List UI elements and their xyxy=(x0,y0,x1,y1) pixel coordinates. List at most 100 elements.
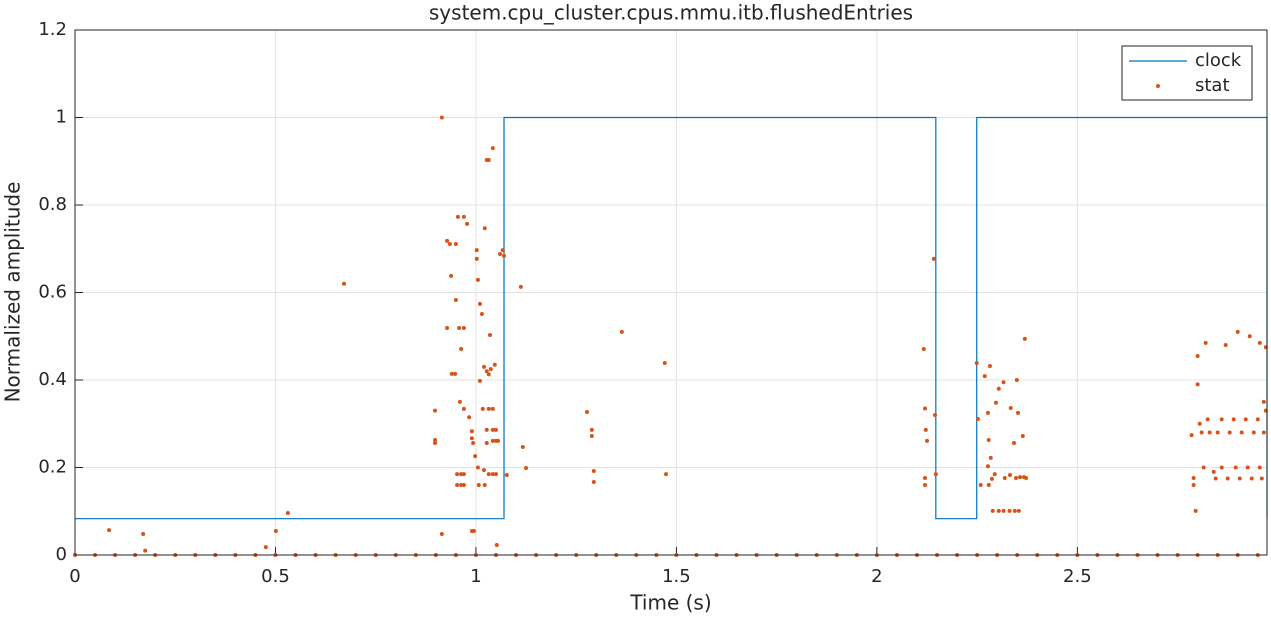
stat-point xyxy=(1257,340,1262,345)
stat-point xyxy=(465,221,470,226)
stat-point xyxy=(989,476,994,481)
stat-point xyxy=(469,436,474,441)
stat-point xyxy=(433,437,438,442)
stat-point xyxy=(1012,508,1017,513)
stat-point xyxy=(1233,465,1238,470)
stat-point xyxy=(923,427,928,432)
stat-point xyxy=(459,483,464,487)
stat-point xyxy=(1261,399,1266,404)
stat-point xyxy=(922,483,927,487)
stat-point xyxy=(1024,476,1029,480)
stat-point xyxy=(342,281,347,286)
stat-point xyxy=(1014,476,1019,480)
stat-point xyxy=(455,483,460,487)
clock-line xyxy=(75,116,1268,520)
stat-point xyxy=(990,508,995,513)
stat-point xyxy=(445,325,450,330)
stat-point xyxy=(493,472,498,477)
stat-point xyxy=(495,438,500,443)
stat-point xyxy=(1199,430,1204,435)
stat-point xyxy=(461,325,466,330)
stat-point xyxy=(921,346,926,351)
stat-point xyxy=(504,472,509,477)
stat-point xyxy=(482,226,487,231)
stat-point xyxy=(453,297,458,302)
stat-point xyxy=(985,464,990,469)
stat-point xyxy=(1247,334,1252,339)
stat-point xyxy=(487,332,492,337)
legend-swatch xyxy=(1156,84,1160,88)
legend-label: clock xyxy=(1195,50,1242,71)
stat-point xyxy=(996,508,1001,513)
stat-point xyxy=(461,214,466,219)
stat-point xyxy=(473,454,478,459)
stat-point xyxy=(1007,472,1012,477)
stat-point xyxy=(591,469,596,473)
stat-point xyxy=(1211,469,1216,474)
stat-point xyxy=(455,214,460,219)
stat-point xyxy=(1227,430,1232,435)
stat-point xyxy=(1203,340,1208,345)
stat-point xyxy=(486,372,491,377)
stat-point xyxy=(459,472,464,477)
stat-point xyxy=(455,472,460,477)
stat-point xyxy=(490,427,495,432)
stat-point xyxy=(1239,430,1244,435)
stat-point xyxy=(486,406,491,411)
stat-point xyxy=(518,284,523,289)
stat-point xyxy=(484,441,489,445)
stat-point xyxy=(1195,353,1200,358)
stat-point xyxy=(922,476,927,480)
stat-point xyxy=(474,256,479,261)
stat-point xyxy=(933,472,938,477)
stat-point xyxy=(461,406,466,411)
x-tick-label: 2 xyxy=(871,566,882,587)
stat-point xyxy=(490,146,495,151)
stat-point xyxy=(1018,475,1023,480)
stat-point xyxy=(986,483,991,487)
stat-point xyxy=(1016,508,1021,513)
stat-point xyxy=(1213,476,1218,481)
stat-point xyxy=(974,360,979,365)
stat-point xyxy=(1261,430,1266,435)
stat-point xyxy=(471,528,476,533)
stat-point xyxy=(285,511,290,515)
stat-point xyxy=(477,378,482,383)
stat-point xyxy=(488,367,493,372)
stat-point xyxy=(1259,476,1264,481)
stat-point xyxy=(992,472,997,477)
stat-point xyxy=(520,444,525,449)
legend-box xyxy=(1121,45,1253,101)
stat-point xyxy=(273,528,278,533)
x-tick-label: 1.5 xyxy=(662,566,691,587)
stat-point xyxy=(445,238,450,243)
stat-point xyxy=(1245,465,1250,470)
stat-point xyxy=(475,277,480,282)
stat-point xyxy=(1251,430,1256,435)
stat-point xyxy=(988,455,993,460)
stat-point xyxy=(461,483,466,487)
stat-point xyxy=(1016,410,1021,415)
stat-point xyxy=(975,416,980,421)
stat-point xyxy=(484,427,489,432)
stat-point xyxy=(469,429,474,434)
stat-point xyxy=(497,252,502,256)
stat-point xyxy=(1219,465,1224,470)
stat-point xyxy=(474,248,479,253)
stat-point xyxy=(453,241,458,246)
stat-point xyxy=(447,241,452,246)
stat-point xyxy=(475,465,480,470)
stat-point xyxy=(1255,417,1260,422)
stat-point xyxy=(490,472,495,477)
legend-label: stat xyxy=(1195,75,1230,96)
stat-point xyxy=(1001,380,1006,385)
stat-point xyxy=(982,374,987,379)
stat-point xyxy=(500,248,505,253)
stat-point xyxy=(453,371,458,376)
stat-point xyxy=(925,438,930,443)
stat-point xyxy=(1014,378,1019,382)
stat-point xyxy=(1189,433,1194,438)
stat-point xyxy=(484,369,489,374)
stat-point xyxy=(459,346,464,351)
